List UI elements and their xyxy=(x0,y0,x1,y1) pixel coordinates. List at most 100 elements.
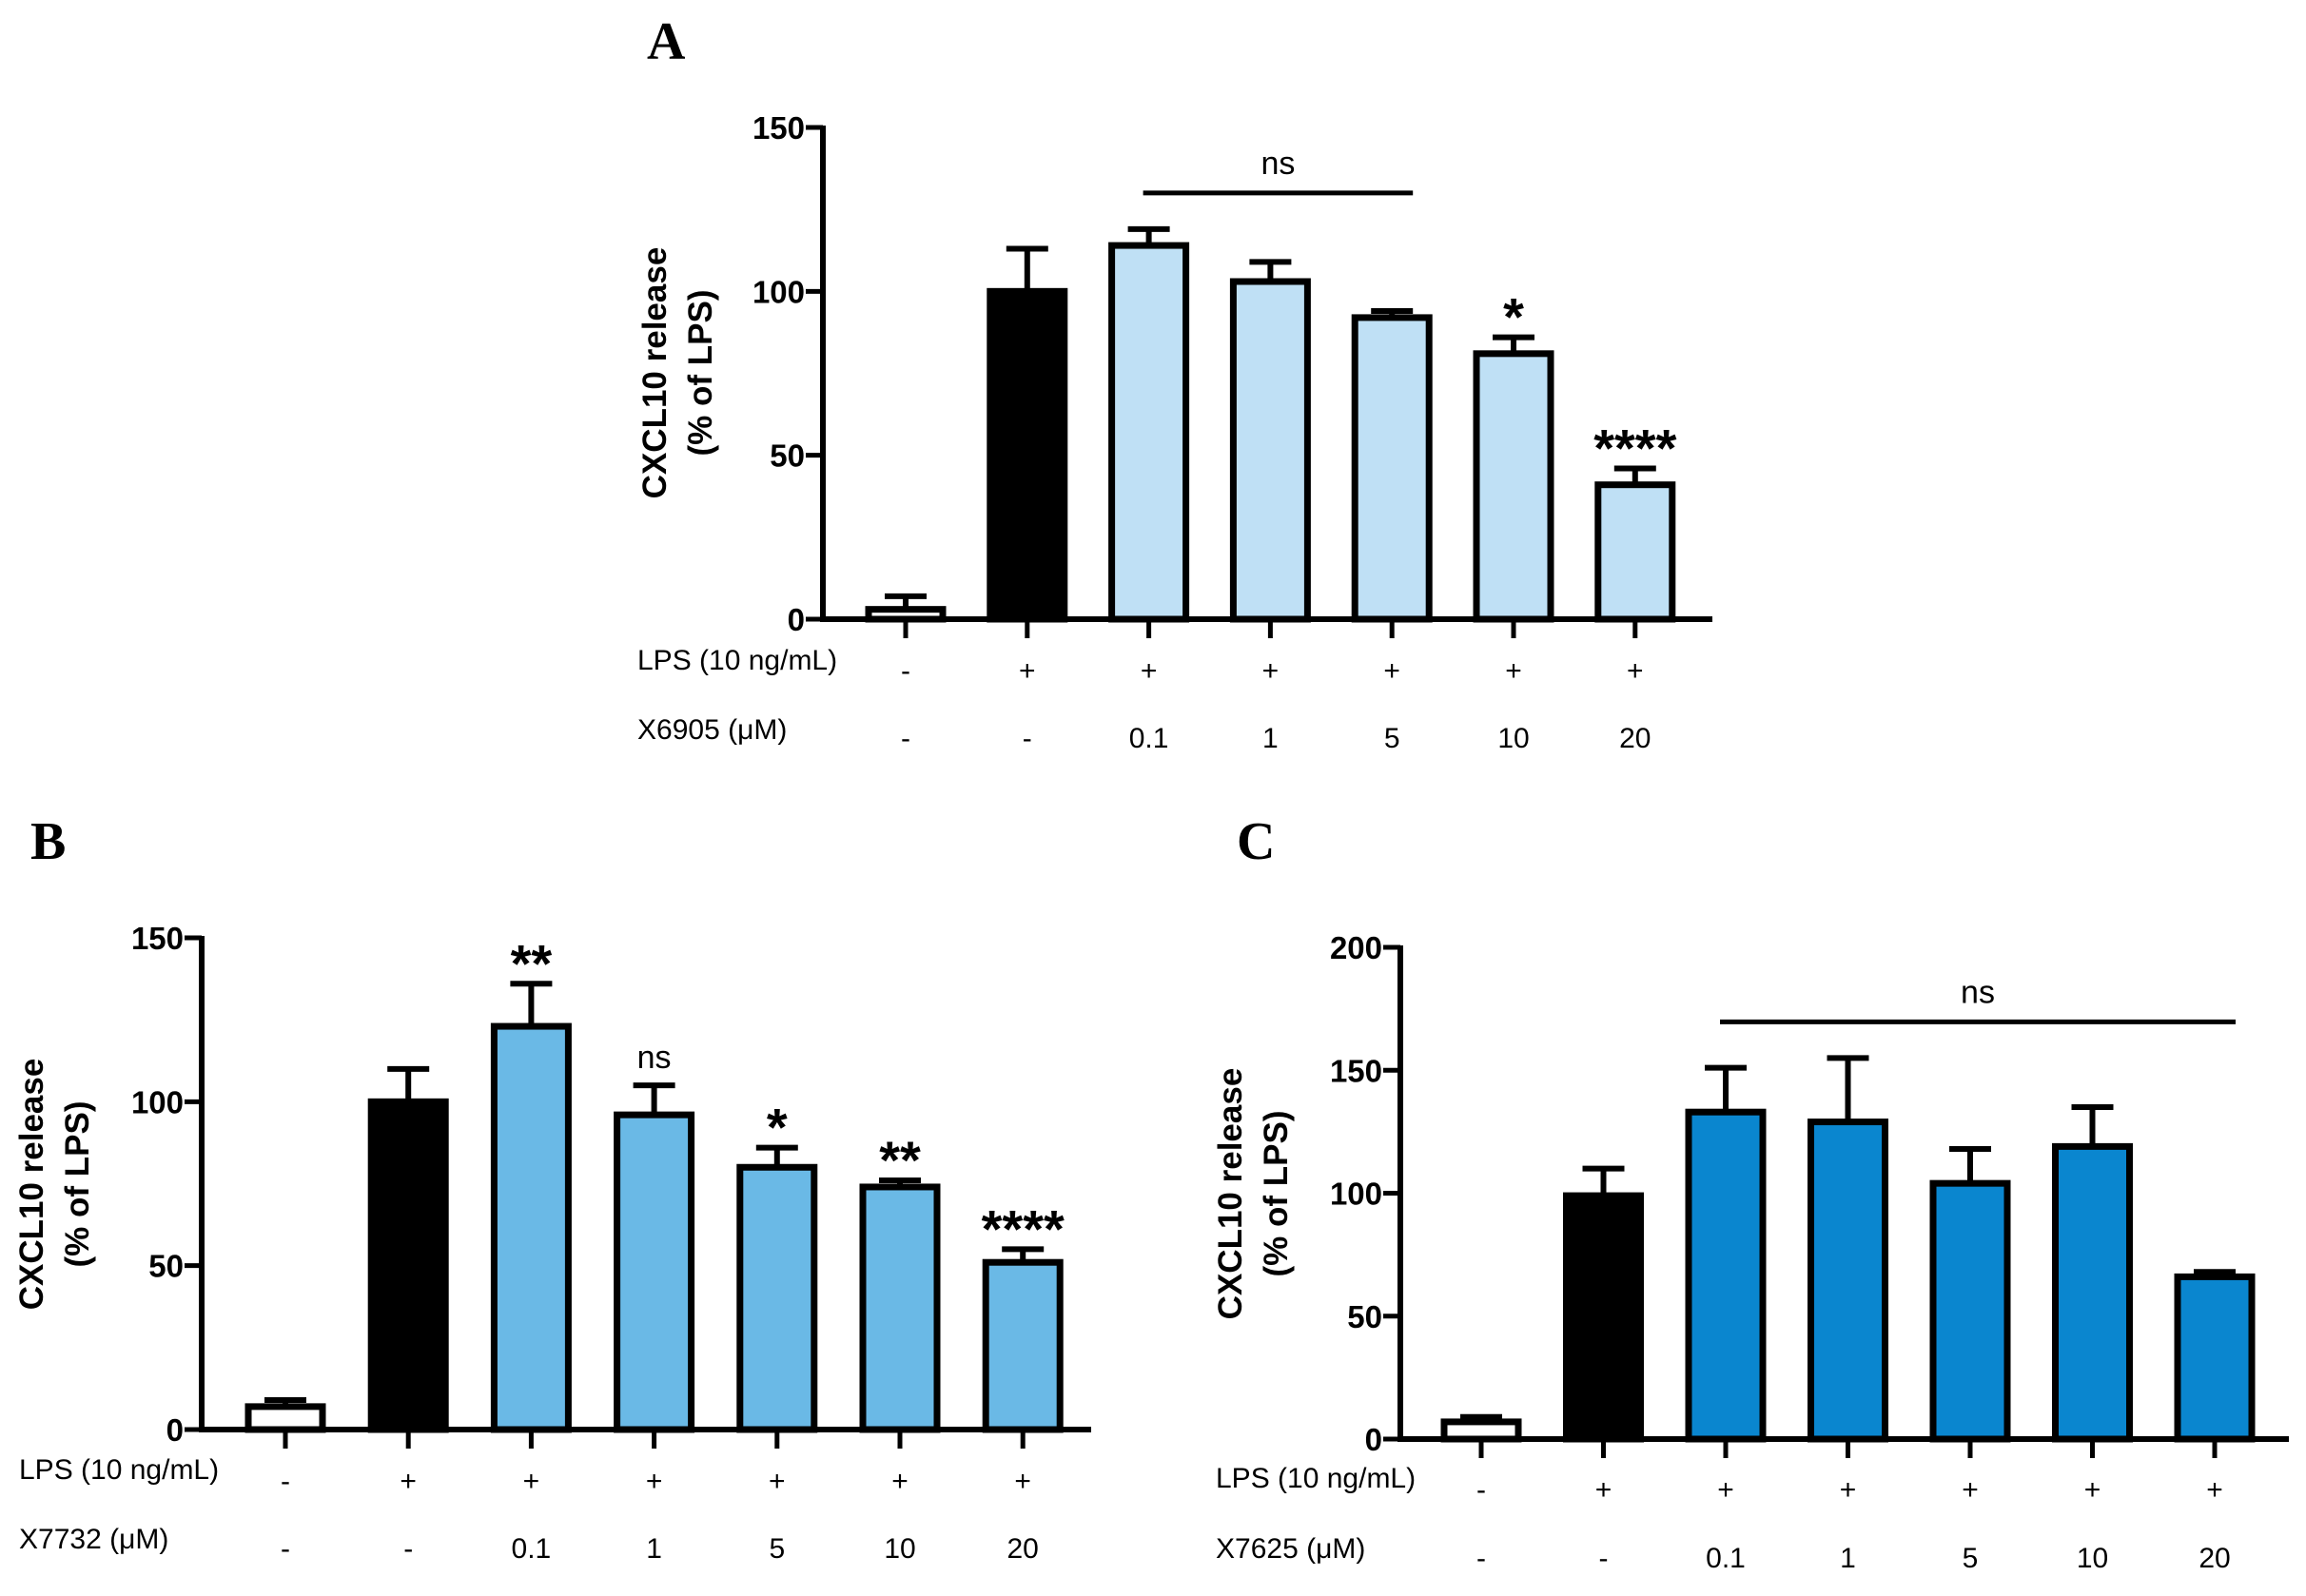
bar xyxy=(1563,1192,1644,1443)
condition-value: 0.1 xyxy=(1706,1543,1746,1574)
condition-row-label: X6905 (μM) xyxy=(637,714,787,746)
y-axis-label: CXCL10 release xyxy=(13,1059,50,1311)
condition-value: 5 xyxy=(769,1533,785,1565)
y-tick-label: 0 xyxy=(788,602,805,637)
condition-value: + xyxy=(1014,1466,1031,1497)
condition-value: - xyxy=(901,655,910,687)
bar xyxy=(244,1403,326,1433)
significance-label: **** xyxy=(1593,418,1676,477)
bar xyxy=(1108,242,1190,623)
condition-value: + xyxy=(1262,655,1280,687)
y-tick-label: 0 xyxy=(166,1412,184,1448)
bar xyxy=(2174,1273,2256,1443)
condition-value: 10 xyxy=(1497,723,1529,754)
condition-value: + xyxy=(1141,655,1158,687)
significance-label: ** xyxy=(879,1130,921,1190)
condition-value: - xyxy=(281,1466,290,1497)
condition-row-label: X7625 (μM) xyxy=(1216,1533,1365,1565)
bar xyxy=(1351,314,1433,623)
condition-value: + xyxy=(1019,655,1036,687)
condition-value: + xyxy=(2084,1474,2101,1506)
bar xyxy=(987,287,1068,623)
condition-value: - xyxy=(1476,1543,1486,1574)
y-tick-label: 0 xyxy=(1365,1422,1382,1457)
bar xyxy=(1929,1179,2011,1443)
condition-value: + xyxy=(646,1466,663,1497)
significance-label: * xyxy=(1503,287,1524,347)
condition-value: 20 xyxy=(1007,1533,1039,1565)
y-tick-label: 150 xyxy=(1330,1053,1382,1088)
condition-value: 5 xyxy=(1963,1543,1979,1574)
condition-value: + xyxy=(1840,1474,1857,1506)
significance-label: ns xyxy=(637,1040,672,1076)
panel-c: C 0 50 100 150 200 CXCL10 release (% of LPS) ns L… xyxy=(1212,812,2289,1574)
y-tick-label: 100 xyxy=(752,274,805,309)
y-tick-label: 150 xyxy=(131,921,184,956)
condition-value: 10 xyxy=(884,1533,915,1565)
condition-value: 1 xyxy=(1262,723,1279,754)
condition-value: + xyxy=(1505,655,1522,687)
bar xyxy=(1594,481,1676,623)
condition-value: + xyxy=(523,1466,540,1497)
bar xyxy=(1685,1108,1767,1443)
significance-label: ** xyxy=(511,933,553,993)
y-tick-label: 150 xyxy=(752,110,805,146)
condition-value: + xyxy=(1717,1474,1734,1506)
condition-value: 20 xyxy=(1619,723,1651,754)
condition-value: 5 xyxy=(1384,723,1400,754)
y-tick-label: 50 xyxy=(1347,1299,1382,1334)
condition-value: + xyxy=(1962,1474,1979,1506)
condition-row-label: X7732 (μM) xyxy=(19,1524,168,1555)
condition-value: + xyxy=(1627,655,1644,687)
condition-value: 20 xyxy=(2199,1543,2230,1574)
condition-value: - xyxy=(1476,1474,1486,1506)
significance-label: * xyxy=(767,1098,788,1158)
y-axis-label: (% of LPS) xyxy=(682,290,719,457)
condition-row-label: LPS (10 ng/mL) xyxy=(1216,1463,1416,1494)
y-tick-label: 50 xyxy=(148,1249,184,1284)
condition-value: 10 xyxy=(2077,1543,2108,1574)
bar xyxy=(490,1022,572,1433)
condition-value: 1 xyxy=(1840,1543,1856,1574)
y-axis-label: (% of LPS) xyxy=(1258,1111,1295,1277)
bar xyxy=(1808,1119,1888,1443)
condition-value: + xyxy=(769,1466,786,1497)
significance-label: **** xyxy=(982,1198,1065,1258)
condition-value: 0.1 xyxy=(1129,723,1169,754)
bar xyxy=(859,1183,941,1433)
condition-value: + xyxy=(2206,1474,2223,1506)
panel-letter: A xyxy=(647,12,686,71)
bar xyxy=(367,1098,449,1433)
y-axis-label: CXCL10 release xyxy=(1212,1068,1249,1320)
condition-value: - xyxy=(901,723,910,754)
bracket-label: ns xyxy=(1260,146,1295,182)
bar xyxy=(1440,1418,1522,1443)
condition-value: + xyxy=(891,1466,909,1497)
bar xyxy=(982,1258,1064,1433)
condition-value: - xyxy=(403,1533,413,1565)
bracket-label: ns xyxy=(1961,974,1995,1010)
y-axis-label: CXCL10 release xyxy=(636,247,674,499)
bar xyxy=(1229,278,1311,623)
condition-value: + xyxy=(1595,1474,1612,1506)
y-axis-label: (% of LPS) xyxy=(59,1101,96,1268)
bar xyxy=(2052,1142,2133,1443)
y-tick-label: 50 xyxy=(770,438,805,474)
condition-value: - xyxy=(281,1533,290,1565)
panel-letter: B xyxy=(30,812,66,871)
condition-row-label: LPS (10 ng/mL) xyxy=(637,645,837,676)
condition-row-label: LPS (10 ng/mL) xyxy=(19,1454,219,1486)
condition-value: 1 xyxy=(646,1533,662,1565)
bar xyxy=(614,1111,695,1433)
condition-value: + xyxy=(400,1466,417,1497)
condition-value: + xyxy=(1383,655,1400,687)
y-tick-label: 200 xyxy=(1330,930,1382,965)
bar xyxy=(865,606,947,623)
condition-value: - xyxy=(1023,723,1032,754)
bar xyxy=(736,1163,818,1433)
y-tick-label: 100 xyxy=(1330,1177,1382,1212)
condition-value: - xyxy=(1599,1543,1609,1574)
panel-letter: C xyxy=(1237,812,1275,871)
